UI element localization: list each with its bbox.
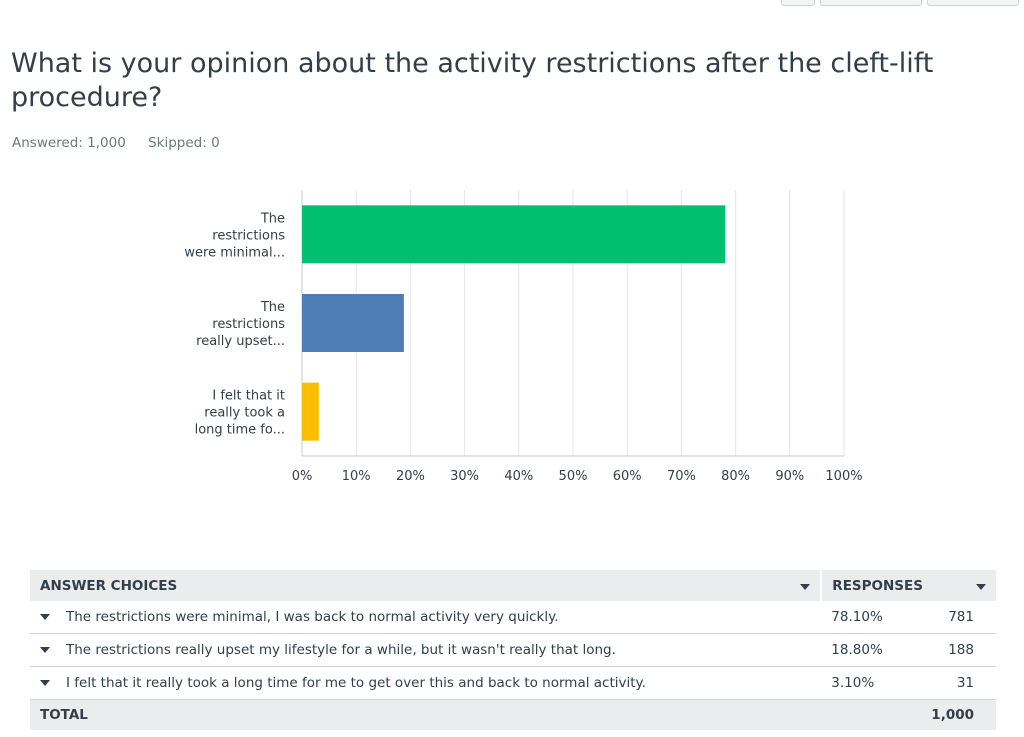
x-tick-label: 90% bbox=[775, 469, 804, 484]
x-tick-label: 20% bbox=[396, 469, 425, 484]
count-cell: 781 bbox=[921, 601, 996, 634]
x-tick-label: 10% bbox=[342, 469, 371, 484]
expand-caret-icon[interactable] bbox=[40, 614, 50, 620]
x-tick-label: 0% bbox=[292, 469, 313, 484]
expand-caret-icon[interactable] bbox=[40, 647, 50, 653]
total-label: TOTAL bbox=[30, 699, 822, 730]
sort-caret-icon[interactable] bbox=[976, 583, 986, 590]
skipped-count: Skipped: 0 bbox=[148, 135, 220, 151]
percent-cell: 78.10% bbox=[821, 601, 922, 634]
choice-text: The restrictions were minimal, I was bac… bbox=[66, 609, 559, 625]
bar bbox=[302, 205, 726, 264]
x-tick-label: 70% bbox=[667, 469, 696, 484]
response-stats: Answered: 1,000 Skipped: 0 bbox=[12, 135, 238, 151]
x-tick-label: 40% bbox=[504, 469, 533, 484]
answer-choices-header[interactable]: ANSWER CHOICES bbox=[30, 570, 822, 601]
x-tick-label: 30% bbox=[450, 469, 479, 484]
question-title: What is your opinion about the activity … bbox=[11, 48, 934, 113]
count-cell: 188 bbox=[921, 633, 996, 667]
category-label: The bbox=[260, 300, 285, 315]
expand-caret-icon[interactable] bbox=[40, 680, 50, 686]
choice-text: The restrictions really upset my lifesty… bbox=[66, 642, 616, 658]
category-label: I felt that it bbox=[212, 389, 285, 404]
x-tick-label: 50% bbox=[559, 469, 588, 484]
category-label: were minimal... bbox=[184, 245, 285, 260]
toolbar-button-large[interactable] bbox=[927, 0, 1019, 6]
toolbar-button-small[interactable] bbox=[781, 0, 815, 6]
sort-caret-icon[interactable] bbox=[800, 583, 811, 590]
category-label: really took a bbox=[204, 406, 285, 421]
table-row: I felt that it really took a long time f… bbox=[30, 666, 996, 700]
answered-count: Answered: 1,000 bbox=[12, 135, 126, 151]
category-label: The bbox=[260, 211, 285, 226]
answer-table: ANSWER CHOICES RESPONSES The restriction… bbox=[30, 570, 996, 730]
category-label: really upset... bbox=[196, 334, 285, 349]
choice-text: I felt that it really took a long time f… bbox=[66, 675, 646, 691]
table-header-row: ANSWER CHOICES RESPONSES bbox=[30, 570, 996, 601]
bar bbox=[302, 382, 319, 441]
total-row: TOTAL 1,000 bbox=[30, 699, 996, 730]
responses-header-label: RESPONSES bbox=[832, 577, 923, 594]
x-tick-label: 60% bbox=[613, 469, 642, 484]
choice-cell: The restrictions really upset my lifesty… bbox=[30, 633, 822, 667]
total-spacer bbox=[821, 699, 922, 730]
choice-cell: I felt that it really took a long time f… bbox=[30, 666, 822, 700]
x-tick-label: 80% bbox=[721, 469, 750, 484]
count-cell: 31 bbox=[921, 666, 996, 700]
toolbar-button-medium[interactable] bbox=[820, 0, 922, 6]
total-value: 1,000 bbox=[921, 699, 996, 730]
choice-cell: The restrictions were minimal, I was bac… bbox=[30, 601, 822, 634]
table-row: The restrictions were minimal, I was bac… bbox=[30, 601, 996, 634]
responses-header[interactable]: RESPONSES bbox=[820, 570, 996, 601]
percent-cell: 3.10% bbox=[821, 666, 922, 700]
category-label: restrictions bbox=[212, 317, 285, 332]
x-tick-label: 100% bbox=[825, 469, 862, 484]
bar bbox=[302, 294, 404, 352]
category-label: long time fo... bbox=[195, 423, 285, 438]
percent-cell: 18.80% bbox=[821, 633, 922, 667]
answer-choices-header-label: ANSWER CHOICES bbox=[40, 577, 178, 594]
table-row: The restrictions really upset my lifesty… bbox=[30, 633, 996, 667]
bar-chart: 0% 10% 20% 30% 40% 50% 60% 70% 80% 90% 100% The rest… bbox=[184, 190, 863, 484]
category-label: restrictions bbox=[212, 228, 285, 243]
